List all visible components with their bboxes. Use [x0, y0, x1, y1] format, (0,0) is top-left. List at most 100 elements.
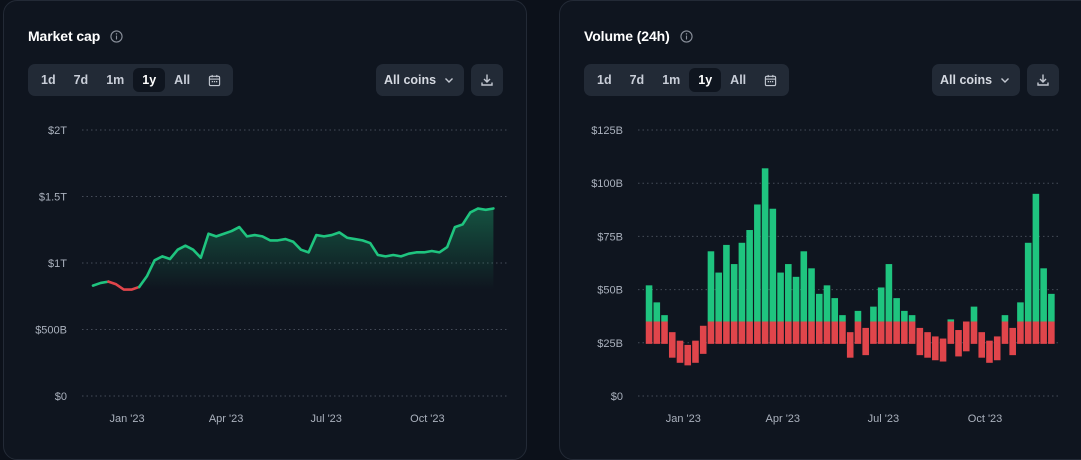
volume-bar-base [770, 322, 777, 344]
x-tick-label: Jan '23 [110, 413, 145, 425]
volume-bar-base [909, 322, 916, 344]
volume-bar-base [831, 322, 838, 344]
x-tick-label: Apr '23 [209, 413, 244, 425]
volume-bar-base [739, 322, 746, 344]
market-cap-area [93, 208, 493, 289]
volume-bar-base [971, 322, 978, 344]
volume-bar [994, 336, 1001, 360]
volume-bar [886, 264, 893, 321]
volume-bars [646, 168, 1055, 365]
y-tick-label: $0 [55, 391, 67, 403]
volume-bar [932, 336, 939, 360]
volume-bar [878, 287, 885, 321]
y-tick-label: $50B [597, 285, 623, 297]
y-tick-label: $75B [597, 231, 623, 243]
volume-bar-base [646, 322, 653, 344]
market-cap-card: Market cap 1d 7d 1m 1y All All coins [3, 0, 527, 460]
y-axis: $0$25B$50B$75B$100B$125B [591, 125, 623, 403]
volume-bar-base [754, 322, 761, 344]
volume-bar-base [878, 322, 885, 344]
volume-bar-base [793, 322, 800, 344]
volume-bar-base [808, 322, 815, 344]
volume-bar [847, 332, 854, 358]
y-tick-label: $125B [591, 125, 623, 137]
volume-bar [785, 264, 792, 321]
volume-bar [793, 277, 800, 322]
volume-bar-base [715, 322, 722, 344]
volume-bar [715, 273, 722, 322]
volume-bar [723, 245, 730, 322]
volume-bar-base [654, 322, 661, 344]
y-tick-label: $0 [611, 391, 623, 403]
volume-bar [708, 251, 715, 321]
volume-bar [1002, 315, 1009, 321]
volume-bar [1025, 243, 1032, 322]
volume-bar [739, 243, 746, 322]
volume-bar-base [870, 322, 877, 344]
volume-bar [762, 168, 769, 321]
volume-bar-base [855, 322, 862, 344]
volume-bar [1040, 268, 1047, 321]
volume-bar [1009, 328, 1016, 355]
volume-bar [948, 319, 955, 321]
volume-bar [669, 332, 676, 358]
x-axis: Jan '23 Apr '23 Jul '23 Oct '23 [110, 413, 445, 425]
volume-bar [839, 315, 846, 321]
volume-bar [731, 264, 738, 321]
y-tick-label: $500B [35, 325, 67, 337]
x-tick-label: Apr '23 [766, 413, 801, 425]
y-tick-label: $25B [597, 338, 623, 350]
volume-bar [831, 298, 838, 321]
volume-bar-base [816, 322, 823, 344]
volume-bar-base [723, 322, 730, 344]
volume-bar-base [1025, 322, 1032, 344]
x-tick-label: Jul '23 [868, 413, 899, 425]
volume-bar-base [731, 322, 738, 344]
volume-bar [855, 311, 862, 322]
y-tick-label: $1.5T [39, 192, 67, 204]
volume-bar [862, 328, 869, 355]
volume-bar-base [839, 322, 846, 344]
volume-bar [801, 251, 808, 321]
volume-bar [917, 328, 924, 355]
volume-bar [1033, 194, 1040, 322]
volume-card: Volume (24h) 1d 7d 1m 1y All All coins [559, 0, 1081, 460]
volume-bar [909, 315, 916, 321]
x-tick-label: Oct '23 [410, 413, 445, 425]
volume-bar [963, 322, 970, 352]
volume-bar [955, 330, 962, 356]
volume-bar [940, 339, 947, 362]
volume-bar [1048, 294, 1055, 322]
volume-bar [978, 332, 985, 358]
volume-bar-base [948, 322, 955, 344]
volume-bar [986, 341, 993, 363]
volume-bar [901, 311, 908, 322]
volume-bar-base [801, 322, 808, 344]
volume-bar [754, 204, 761, 321]
y-tick-label: $2T [48, 125, 67, 137]
market-cap-chart: $0 $500B $1T $1.5T $2T Jan '23 Apr '23 Jul '23 O… [4, 1, 528, 445]
volume-bar-base [661, 322, 668, 344]
volume-bar-base [1048, 322, 1055, 344]
x-tick-label: Jan '23 [666, 413, 701, 425]
volume-bar-base [886, 322, 893, 344]
volume-bar-base [901, 322, 908, 344]
volume-bar [893, 298, 900, 321]
volume-bar [808, 268, 815, 321]
volume-bar-base [762, 322, 769, 344]
volume-bar [770, 209, 777, 322]
volume-bar [684, 345, 691, 365]
volume-bar [654, 302, 661, 321]
volume-bar [1017, 302, 1024, 321]
volume-bar-base [785, 322, 792, 344]
volume-bar-base [777, 322, 784, 344]
volume-bar [746, 230, 753, 322]
volume-bar [870, 307, 877, 322]
volume-bar [692, 341, 699, 363]
y-tick-label: $1T [48, 258, 67, 270]
volume-bar-base [1017, 322, 1024, 344]
volume-bar [700, 326, 707, 354]
x-tick-label: Jul '23 [310, 413, 341, 425]
